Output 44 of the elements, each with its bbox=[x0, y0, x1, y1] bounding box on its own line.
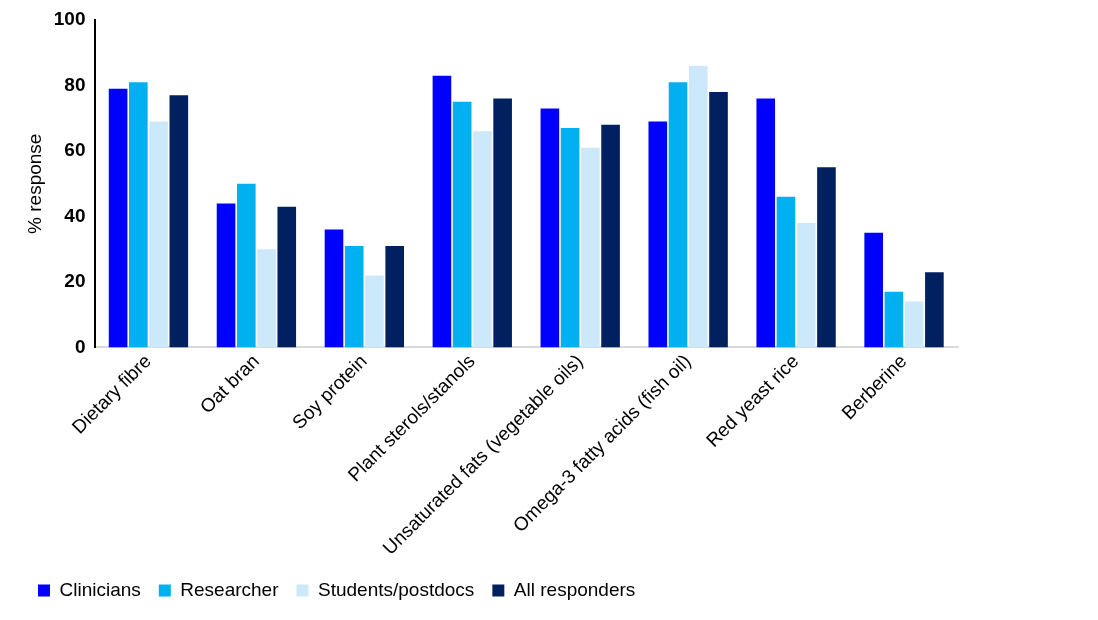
bar bbox=[668, 82, 688, 348]
bar bbox=[473, 131, 492, 348]
bar bbox=[108, 88, 128, 348]
bar bbox=[601, 124, 620, 348]
bar bbox=[324, 229, 344, 348]
bar bbox=[452, 101, 472, 348]
bar bbox=[709, 92, 728, 348]
bar bbox=[149, 121, 168, 348]
y-axis-title: % response bbox=[23, 133, 45, 234]
legend-label: Clinicians bbox=[59, 578, 141, 600]
bar bbox=[344, 245, 364, 348]
legend-label: Students/postdocs bbox=[318, 578, 475, 600]
bar bbox=[560, 128, 580, 348]
y-tick-label: 0 bbox=[74, 335, 86, 357]
y-tick-label: 80 bbox=[64, 73, 86, 95]
bar bbox=[884, 291, 904, 348]
legend-label: Researcher bbox=[180, 578, 280, 600]
bar bbox=[493, 98, 512, 348]
bar bbox=[169, 95, 189, 348]
bar bbox=[776, 196, 796, 348]
bar bbox=[864, 232, 883, 348]
y-tick-label: 20 bbox=[64, 270, 86, 292]
bar bbox=[432, 75, 452, 348]
bar bbox=[581, 147, 600, 348]
bar bbox=[540, 108, 560, 348]
y-tick-label: 60 bbox=[64, 139, 86, 161]
x-tick-label: Oat bran bbox=[195, 350, 263, 418]
bar bbox=[365, 275, 384, 348]
bar bbox=[648, 121, 668, 348]
bar bbox=[756, 98, 776, 348]
y-tick-label: 40 bbox=[64, 204, 86, 226]
bar bbox=[385, 245, 405, 348]
bar bbox=[904, 301, 924, 348]
bar bbox=[796, 223, 816, 348]
bar bbox=[817, 167, 836, 348]
bar bbox=[257, 249, 276, 348]
bar bbox=[277, 206, 297, 348]
bar bbox=[236, 183, 256, 348]
bar bbox=[688, 65, 708, 348]
bar bbox=[216, 203, 236, 348]
y-tick-label: 100 bbox=[53, 8, 86, 30]
bar bbox=[129, 82, 148, 348]
legend-label: All responders bbox=[513, 578, 636, 600]
bar bbox=[925, 272, 944, 348]
